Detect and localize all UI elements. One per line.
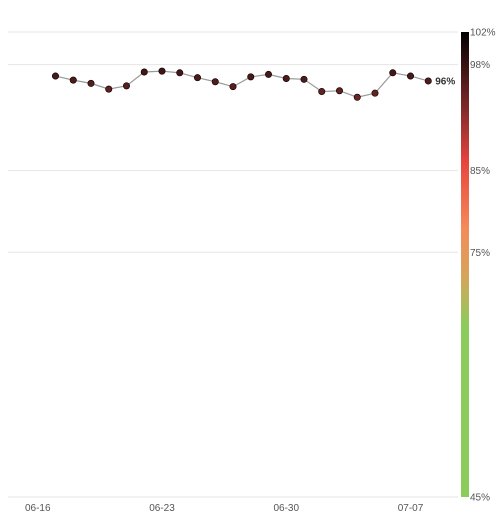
data-point <box>105 85 113 93</box>
colorbar: 102% 98% 85% 75% 45% <box>461 28 496 504</box>
data-point <box>371 89 379 97</box>
data-point <box>211 78 219 86</box>
data-point <box>300 75 308 83</box>
data-point <box>424 77 432 85</box>
series-line <box>55 70 429 98</box>
data-point <box>318 88 326 96</box>
data-point <box>123 82 131 90</box>
data-point <box>87 79 95 87</box>
colorbar-tick-label: 75% <box>470 248 490 259</box>
last-value-label: 96% <box>435 76 455 87</box>
x-tick-label: 06-30 <box>273 503 299 514</box>
x-tick-label: 07-07 <box>398 503 424 514</box>
data-point <box>158 67 166 75</box>
x-tick-label: 06-16 <box>25 503 51 514</box>
data-point <box>389 69 397 77</box>
data-point <box>282 75 290 83</box>
colorbar-tick-label: 102% <box>470 28 496 39</box>
data-point <box>353 93 361 101</box>
colorbar-bar <box>461 32 469 497</box>
data-point <box>51 72 59 80</box>
data-point <box>406 72 414 80</box>
colorbar-tick-label: 45% <box>470 493 490 504</box>
data-point <box>69 76 77 84</box>
colorbar-tick-label: 85% <box>470 166 490 177</box>
data-point <box>264 70 272 78</box>
plot-area: 96% <box>51 67 455 101</box>
data-point <box>229 83 237 91</box>
colorbar-tick-label: 98% <box>470 60 490 71</box>
data-point <box>176 69 184 77</box>
x-tick-label: 06-23 <box>149 503 175 514</box>
data-point <box>194 74 202 82</box>
x-axis-ticks: 06-16 06-23 06-30 07-07 <box>25 503 424 514</box>
data-point <box>247 73 255 81</box>
data-point <box>335 87 343 95</box>
gridlines <box>8 31 458 498</box>
data-point <box>140 68 148 76</box>
